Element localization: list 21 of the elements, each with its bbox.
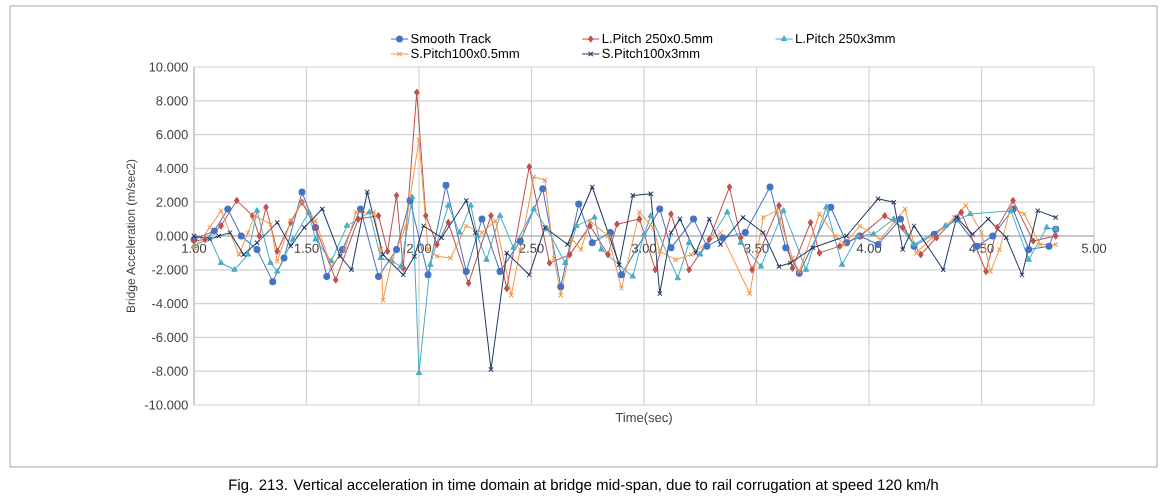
legend-label: S.Pitch100x0.5mm: [411, 48, 519, 59]
y-tick-label: -8.000: [152, 366, 188, 376]
legend-label: L.Pitch 250x3mm: [796, 33, 895, 44]
x-axis-title: Time(sec): [615, 412, 672, 425]
y-tick-label: 2.000: [156, 197, 188, 207]
y-tick-label: 8.000: [156, 96, 188, 106]
y-tick-label: 10.000: [149, 62, 188, 72]
x-tick-label: 5.00: [1081, 243, 1107, 253]
y-tick-label: 0.000: [156, 231, 188, 241]
legend-label: L.Pitch 250x0.5mm: [602, 33, 713, 44]
y-tick-label: 6.000: [156, 129, 188, 140]
y-tick-label: 4.000: [156, 163, 188, 173]
y-tick-label: -2.000: [152, 265, 188, 275]
y-tick-label: -4.000: [152, 298, 188, 309]
y-axis-title: Bridge Acceleration (m/sec2): [126, 159, 138, 313]
caption: Fig. 213. Vertical acceleration in time domain at bridge mid-span, due to rail corrugation at speed 120 km/h: [229, 479, 938, 493]
y-tick-label: -6.000: [152, 332, 188, 342]
legend-label: S.Pitch100x3mm: [602, 48, 700, 59]
x-tick-label: 1.50: [294, 243, 319, 253]
y-tick-label: -10.000: [144, 400, 188, 410]
legend-label: Smooth Track: [411, 33, 492, 44]
